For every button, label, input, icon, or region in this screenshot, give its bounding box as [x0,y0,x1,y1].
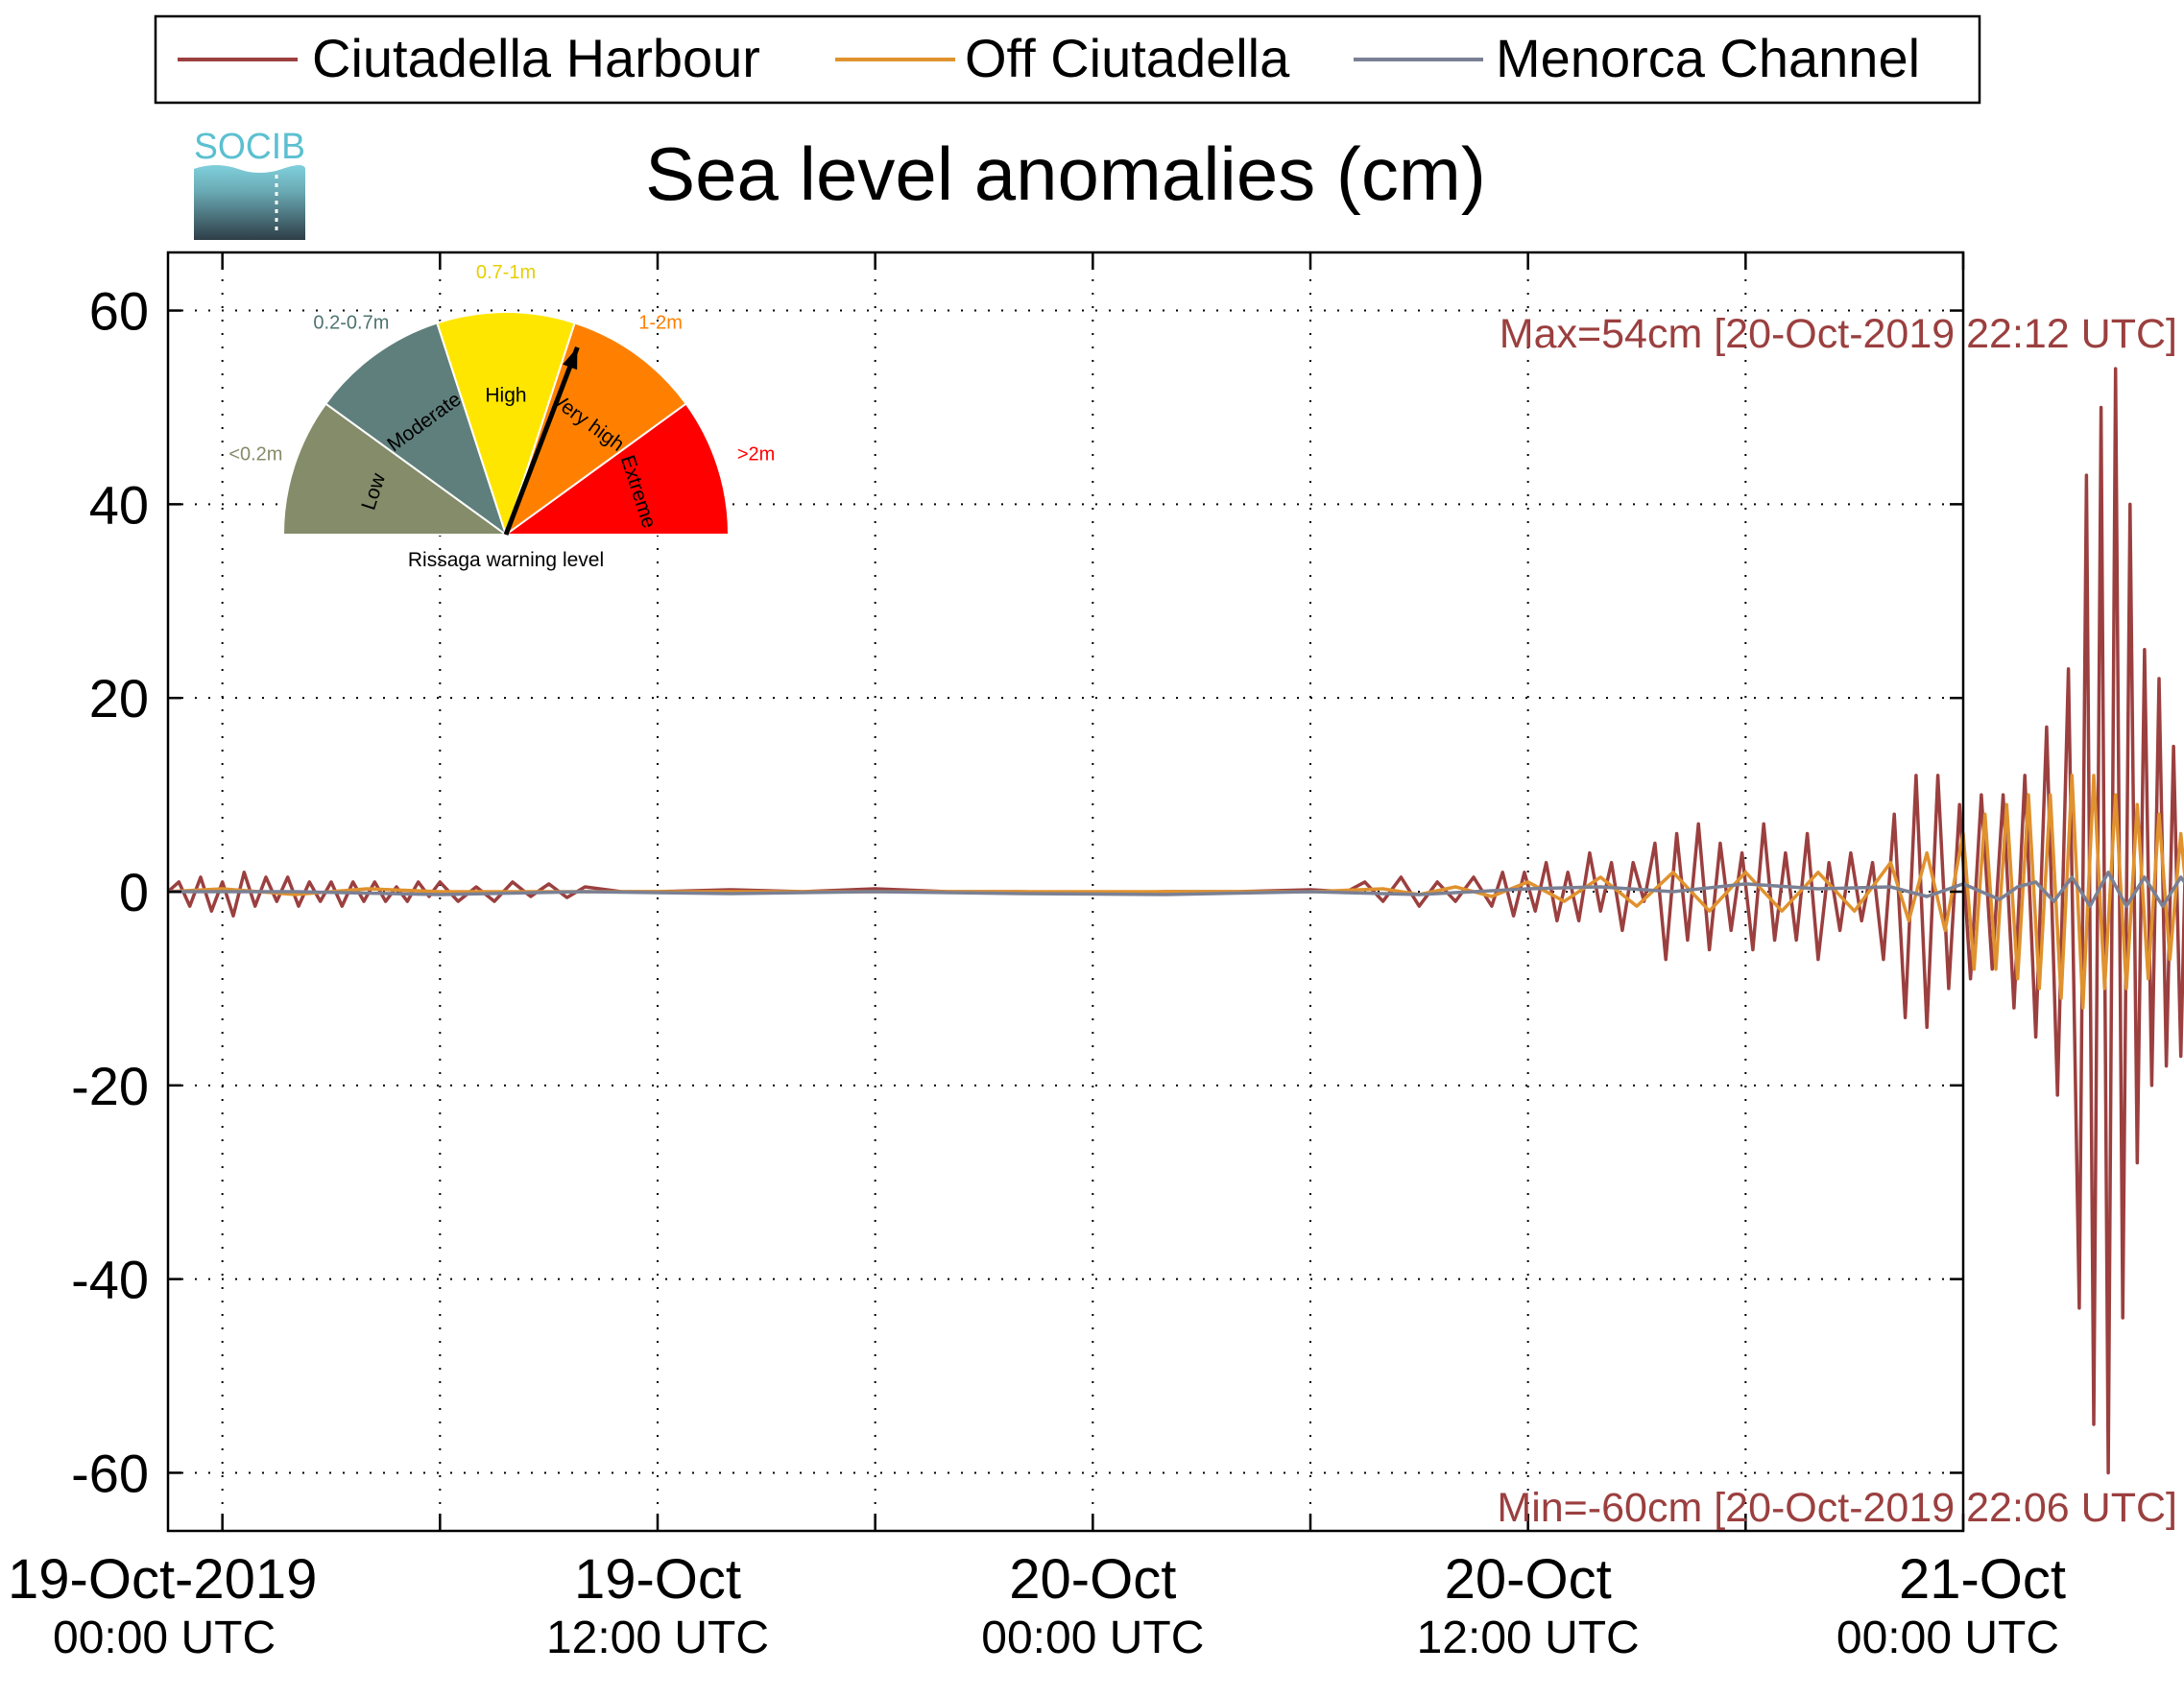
legend: Ciutadella Harbour Off Ciutadella Menorc… [154,14,1981,105]
gauge-arrow-shaft [503,346,580,536]
y-tick-label: 20 [89,668,149,729]
gauge-segment-high [436,311,576,538]
legend-label-off-ciutadella: Off Ciutadella [965,28,1290,88]
legend-frame [154,14,1981,105]
gauge-range-label: 0.2-0.7m [313,312,389,333]
y-tick-label: 0 [119,862,149,922]
x-tick-label-time: 00:00 UTC [981,1612,1204,1663]
x-tick-label-date: 19-Oct [574,1548,741,1611]
y-tick-label: -20 [71,1056,149,1116]
gauge-segment-low [281,402,510,536]
x-tick-label-time: 00:00 UTC [53,1612,276,1663]
y-axis: 60 40 20 0 -20 -40 -60 [71,281,1963,1503]
series-line-ciutadella-harbour [166,367,2184,1475]
gauge-segment-moderate [324,322,508,537]
y-tick-label: 40 [89,474,149,535]
gauge-arrow-head [563,346,578,370]
x-tick-label-date: 19-Oct-2019 [8,1548,317,1611]
gauge-title: Rissaga warning level [408,549,604,571]
series-layer [166,367,2184,1475]
y-tick-label: -60 [71,1443,149,1503]
legend-label-menorca-channel: Menorca Channel [1496,28,1920,88]
max-annotation: Max=54cm [20-Oct-2019 22:12 UTC] [1500,311,2177,357]
series-line-off-ciutadella [167,774,2184,1010]
gauge-segment-very-high [504,322,688,537]
x-tick-label-date: 21-Oct [1899,1548,2066,1611]
chart-title: Sea level anomalies (cm) [645,131,1486,216]
x-tick-label-time: 12:00 UTC [546,1612,769,1663]
x-tick-label-time: 00:00 UTC [1836,1612,2059,1663]
gauge-segment-extreme [502,402,731,536]
socib-logo-wave [194,165,305,240]
x-tick-label-date: 20-Oct [1009,1548,1176,1611]
gauge-range-label: >2m [737,443,775,465]
x-tick-label-time: 12:00 UTC [1417,1612,1640,1663]
min-annotation: Min=-60cm [20-Oct-2019 22:06 UTC] [1497,1485,2177,1531]
gauge-segment-label: High [485,385,526,407]
series-line-menorca-channel [168,871,2184,908]
x-tick-label-date: 20-Oct [1445,1548,1612,1611]
y-tick-label: -40 [71,1250,149,1310]
rissaga-warning-gauge: Rissaga warning level Low<0.2m Moderate0.… [228,262,775,571]
legend-label-ciutadella-harbour: Ciutadella Harbour [312,28,760,88]
gauge-range-label: 1-2m [638,312,683,333]
y-tick-label: 60 [89,281,149,342]
socib-logo: SOCIB [194,127,305,240]
gauge-range-label: 0.7-1m [476,262,536,283]
socib-logo-text: SOCIB [194,127,305,167]
gauge-range-label: <0.2m [228,443,282,465]
